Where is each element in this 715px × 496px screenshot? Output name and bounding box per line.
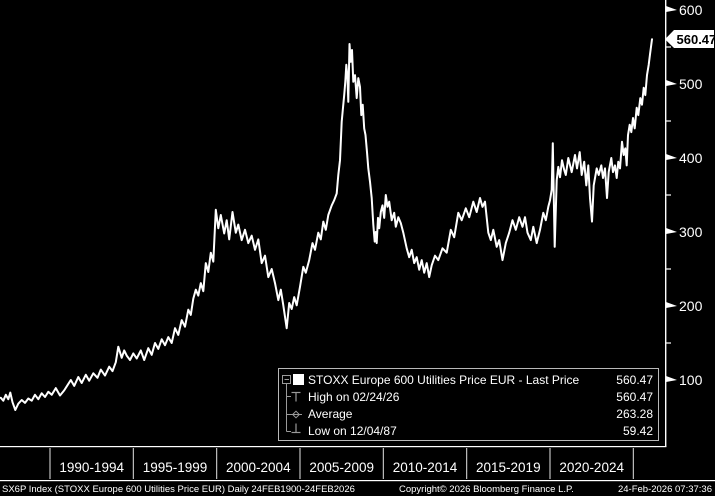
y-axis-label: 200 xyxy=(679,298,703,314)
y-axis-label: 500 xyxy=(679,76,703,92)
y-axis-tick-arrow xyxy=(666,6,677,12)
x-axis-separator xyxy=(299,448,301,479)
footer-divider-line xyxy=(0,480,715,482)
x-axis-separator xyxy=(632,448,634,479)
legend-high-label: High on 02/24/26 xyxy=(308,389,400,404)
x-axis-label: 1995-1999 xyxy=(143,460,208,475)
x-axis-label: 1990-1994 xyxy=(59,460,124,475)
security-description: SX6P Index (STOXX Europe 600 Utilities P… xyxy=(2,484,355,495)
timestamp: 24-Feb-2026 07:37:36 xyxy=(617,484,712,495)
y-axis-label: 400 xyxy=(679,150,703,166)
x-axis-label: 2000-2004 xyxy=(226,460,291,475)
y-axis-label: 300 xyxy=(679,224,703,240)
y-axis-tick-arrow xyxy=(666,154,677,160)
x-axis-label: 2010-2014 xyxy=(393,460,458,475)
y-axis-tick-arrow xyxy=(666,80,677,86)
y-axis-minor-tick xyxy=(666,342,671,344)
y-axis-tick-arrow xyxy=(666,228,677,234)
average-marker-icon xyxy=(290,410,302,419)
low-marker-icon xyxy=(291,423,301,434)
y-axis-minor-tick xyxy=(666,268,671,270)
legend-series-label: STOXX Europe 600 Utilities Price EUR - L… xyxy=(308,372,580,387)
y-axis-label: 100 xyxy=(679,372,703,388)
legend-row-low[interactable]: Low on 12/04/87 59.42 xyxy=(279,423,658,440)
y-axis-tick-arrow xyxy=(666,376,677,382)
y-axis-tick-arrow xyxy=(666,302,677,308)
x-axis-label: 2015-2019 xyxy=(476,460,541,475)
last-price-tag-value: 560.47 xyxy=(677,32,715,47)
chart-legend: STOXX Europe 600 Utilities Price EUR - L… xyxy=(278,368,659,441)
legend-row-high[interactable]: High on 02/24/26 560.47 xyxy=(279,388,658,405)
legend-average-label: Average xyxy=(308,406,353,421)
x-axis-separator xyxy=(382,448,384,479)
price-line xyxy=(0,38,653,411)
y-axis-line xyxy=(665,0,667,447)
x-axis-label: 2020-2024 xyxy=(559,460,624,475)
copyright-text: Copyright© 2026 Bloomberg Finance L.P. xyxy=(399,484,574,495)
legend-low-label: Low on 12/04/87 xyxy=(308,424,397,439)
legend-row-series[interactable]: STOXX Europe 600 Utilities Price EUR - L… xyxy=(279,371,658,388)
legend-low-value: 59.42 xyxy=(622,424,653,439)
high-marker-icon xyxy=(291,391,301,402)
y-axis-minor-tick xyxy=(666,194,671,196)
x-axis-line xyxy=(0,446,667,448)
y-axis-minor-tick xyxy=(666,46,671,48)
series-swatch xyxy=(293,374,304,385)
x-axis-separator xyxy=(132,448,134,479)
legend-row-average[interactable]: Average 263.28 xyxy=(279,405,658,422)
last-price-tag-shape xyxy=(665,30,714,48)
legend-tree xyxy=(282,374,304,434)
legend-high-value: 560.47 xyxy=(616,389,653,404)
y-axis-minor-tick xyxy=(666,120,671,122)
legend-series-value: 560.47 xyxy=(616,372,653,387)
x-axis-label: 2005-2009 xyxy=(309,460,374,475)
last-price-tag: 560.47 xyxy=(665,30,715,48)
y-axis-label: 600 xyxy=(679,2,703,18)
x-axis-separator xyxy=(49,448,51,479)
x-axis-separator xyxy=(466,448,468,479)
legend-average-value: 263.28 xyxy=(616,406,653,421)
x-axis-separator xyxy=(549,448,551,479)
x-axis-separator xyxy=(216,448,218,479)
